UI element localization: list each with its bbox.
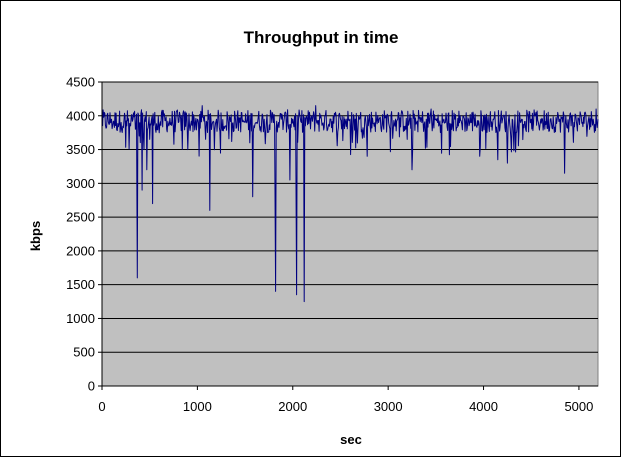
x-axis-title: sec [340,432,362,447]
y-tick-label: 1000 [66,311,95,326]
y-tick-label: 1500 [66,277,95,292]
y-tick-label: 500 [73,345,95,360]
throughput-series-line [101,105,599,303]
y-axis-ticks: 0 500 1000 1500 2000 2500 3000 3500 4000 4500 [66,75,102,394]
y-tick-label: 2000 [66,243,95,258]
x-tick-label: 2000 [278,399,307,414]
y-tick-label: 3000 [66,176,95,191]
y-tick-label: 4500 [66,75,95,90]
x-tick-label: 4000 [469,399,498,414]
y-tick-label: 2500 [66,210,95,225]
x-axis-ticks: 0 1000 2000 3000 4000 5000 [98,386,593,414]
y-tick-label: 4000 [66,108,95,123]
y-tick-label: 3500 [66,142,95,157]
x-tick-label: 5000 [564,399,593,414]
y-tick-label: 0 [88,379,95,394]
chart-title: Throughput in time [244,28,399,47]
series-group [101,105,599,303]
x-tick-label: 0 [98,399,105,414]
x-tick-label: 3000 [374,399,403,414]
y-axis-title: kbps [28,221,43,251]
x-tick-label: 1000 [183,399,212,414]
